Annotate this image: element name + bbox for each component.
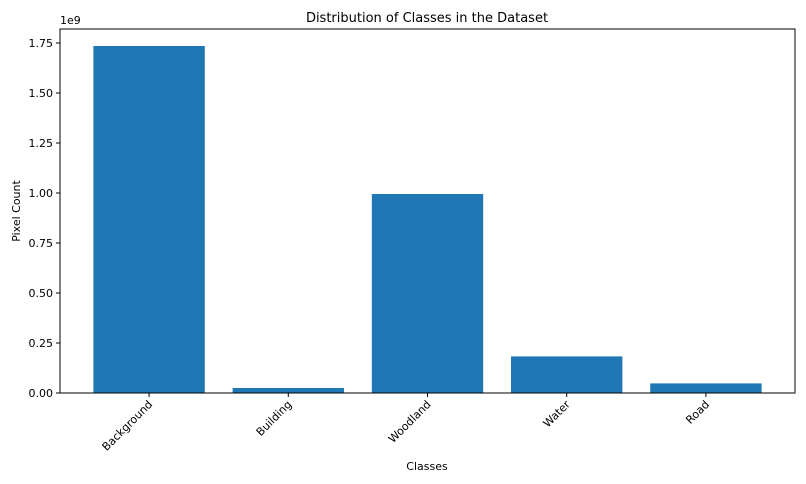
y-axis-label: Pixel Count (10, 180, 23, 242)
x-tick-label: Building (254, 398, 295, 439)
x-axis-label: Classes (406, 460, 448, 473)
x-tick-label: Water (541, 398, 574, 431)
x-tick-label: Road (683, 398, 712, 427)
y-tick-label: 1.00 (29, 187, 54, 200)
y-tick-label: 1.75 (29, 37, 54, 50)
bar (371, 194, 484, 393)
y-tick-label: 1.50 (29, 87, 54, 100)
chart-title: Distribution of Classes in the Dataset (306, 11, 548, 26)
x-tick-label: Background (100, 398, 156, 454)
y-tick-label: 0.75 (29, 237, 54, 250)
bar (93, 46, 205, 393)
plot-frame (59, 28, 796, 394)
y-tick-label: 0.25 (29, 337, 54, 350)
y-tick-label: 0.00 (29, 387, 54, 400)
y-offset-label: 1e9 (60, 14, 81, 27)
bar (511, 356, 623, 393)
y-tick-label: 0.50 (29, 287, 54, 300)
bar (232, 388, 344, 393)
y-tick-label: 1.25 (29, 137, 54, 150)
x-tick-label: Woodland (386, 398, 434, 446)
bar (650, 383, 762, 393)
